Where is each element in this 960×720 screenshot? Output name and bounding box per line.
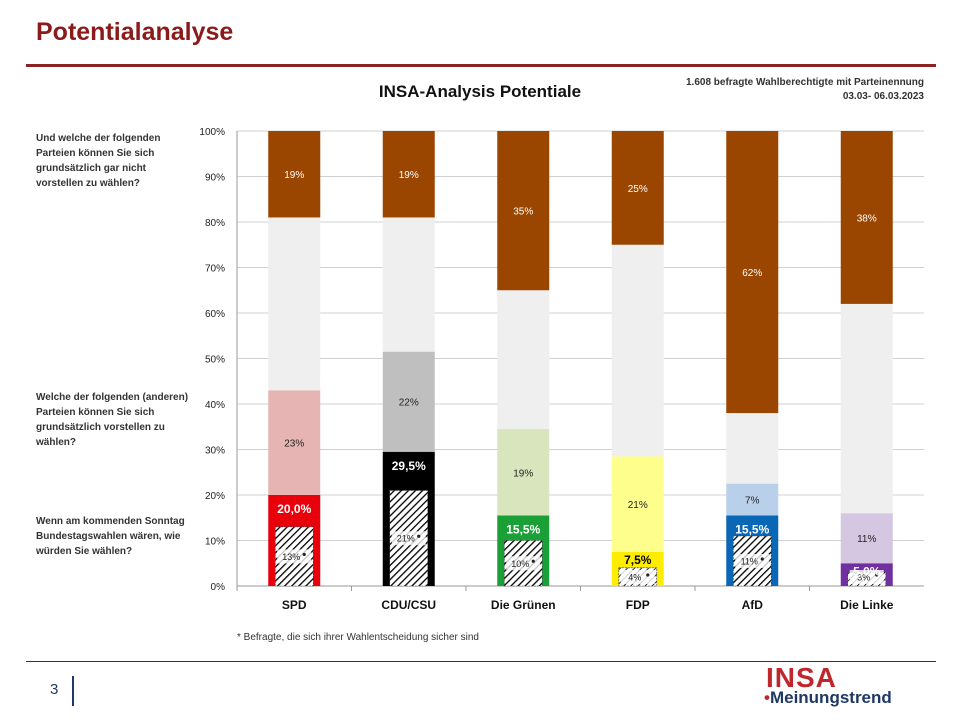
page-title: Potentialanalyse <box>36 18 234 46</box>
sure-label: 11% <box>741 556 758 566</box>
x-tick-label: FDP <box>626 598 650 612</box>
footer-divider <box>26 661 936 662</box>
sure-label-bg <box>735 553 770 568</box>
potential-label: 11% <box>857 534 876 545</box>
bar-rejection-SPD <box>268 131 321 218</box>
sure-label: 4% <box>628 573 641 583</box>
bar-rejection-AfD <box>726 131 779 414</box>
logo-dot: • <box>764 688 770 707</box>
x-tick-label: SPD <box>282 598 307 612</box>
vote-label: 7,5% <box>624 553 652 567</box>
potential-label: 23% <box>284 439 304 450</box>
sample-info: 1.608 befragte Wahlberechtigte mit Parte… <box>686 76 924 104</box>
sure-asterisk-marker <box>417 534 421 538</box>
y-tick-label: 30% <box>205 446 225 457</box>
bar-potential-Die Grünen <box>497 429 550 516</box>
y-tick-label: 90% <box>205 173 225 184</box>
question-potential: Welche der folgenden (anderen) Parteien … <box>36 392 189 448</box>
bar-remainder-CDU/CSU <box>382 217 435 352</box>
sure-asterisk-marker <box>531 559 535 563</box>
sure-asterisk-marker <box>646 573 650 577</box>
vote-label: 15,5% <box>735 522 769 536</box>
bar-potential-CDU/CSU <box>382 351 435 452</box>
y-tick-label: 40% <box>205 400 225 411</box>
page-number-divider <box>72 676 74 706</box>
x-tick-label: Die Grünen <box>491 598 556 612</box>
sample-size-text: 1.608 befragte Wahlberechtigte mit Parte… <box>685 77 924 88</box>
vote-label: 29,5% <box>392 459 426 473</box>
potential-label: 19% <box>513 468 533 479</box>
vote-label: 5,0% <box>853 564 881 578</box>
page-number: 3 <box>50 681 59 698</box>
bar-remainder-SPD <box>268 217 321 391</box>
y-tick-label: 80% <box>205 218 225 229</box>
vote-label: 15,5% <box>506 522 540 536</box>
sure-label: 3% <box>857 573 870 583</box>
logo-subtitle: •Meinungstrend <box>764 688 892 708</box>
title-divider <box>26 64 936 67</box>
bar-rejection-CDU/CSU <box>382 131 435 218</box>
sure-label: 21% <box>397 534 415 544</box>
potential-label: 22% <box>399 398 419 409</box>
vote-label: 20,0% <box>277 502 311 516</box>
y-tick-label: 0% <box>211 582 226 593</box>
insa-logo: INSA •Meinungstrend <box>764 662 914 714</box>
bar-remainder-AfD <box>726 413 779 484</box>
sure-label-bg <box>506 556 541 571</box>
bar-remainder-Die Linke <box>840 303 893 514</box>
sure-label-bg <box>620 570 655 584</box>
y-tick-label: 10% <box>205 537 225 548</box>
sure-asterisk-marker <box>875 573 879 577</box>
y-tick-label: 70% <box>205 264 225 275</box>
y-tick-label: 50% <box>205 355 225 366</box>
question-vote: Wenn am kommenden Sonntag Bundestagswahl… <box>36 516 185 557</box>
question-rejection: Und welche der folgenden Parteien können… <box>36 133 161 189</box>
rejection-label: 62% <box>742 268 762 279</box>
bar-potential-Die Linke <box>840 513 893 564</box>
potential-label: 7% <box>745 496 760 507</box>
x-tick-label: AfD <box>742 598 764 612</box>
rejection-label: 38% <box>857 213 877 224</box>
x-tick-label: Die Linke <box>840 598 894 612</box>
y-tick-label: 60% <box>205 309 225 320</box>
bar-rejection-Die Grünen <box>497 131 550 291</box>
footnote: * Befragte, die sich ihrer Wahlentscheid… <box>237 632 479 643</box>
sure-label-bg <box>277 549 312 564</box>
bar-potential-AfD <box>726 483 779 516</box>
rejection-label: 25% <box>628 184 648 195</box>
sure-label-bg <box>849 570 884 584</box>
x-tick-label: CDU/CSU <box>381 598 436 612</box>
bar-potential-FDP <box>611 456 664 552</box>
y-tick-label: 100% <box>199 127 225 138</box>
sure-label-bg <box>391 531 426 546</box>
bar-rejection-FDP <box>611 131 664 245</box>
rejection-label: 35% <box>513 207 533 218</box>
sure-asterisk-marker <box>302 552 306 557</box>
sure-asterisk-marker <box>760 557 764 561</box>
logo-wordmark: INSA <box>766 662 837 693</box>
bar-potential-SPD <box>268 390 321 495</box>
bar-remainder-FDP <box>611 244 664 457</box>
y-tick-label: 20% <box>205 491 225 502</box>
logo-subtitle-text: Meinungstrend <box>769 688 892 707</box>
rejection-label: 19% <box>399 170 419 181</box>
bar-remainder-Die Grünen <box>497 290 550 430</box>
sure-label: 13% <box>282 552 300 562</box>
bar-rejection-Die Linke <box>840 131 893 304</box>
chart-title: INSA-Analysis Potentiale <box>378 82 582 101</box>
potential-label: 21% <box>628 500 648 511</box>
rejection-label: 19% <box>284 170 304 181</box>
sure-label: 10% <box>511 559 529 569</box>
survey-date-text: 03.03- 06.03.2023 <box>842 91 924 102</box>
